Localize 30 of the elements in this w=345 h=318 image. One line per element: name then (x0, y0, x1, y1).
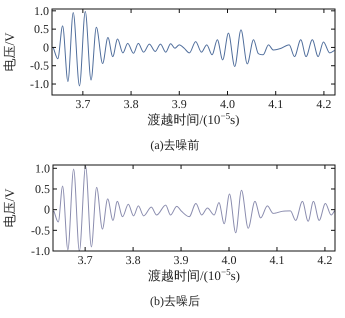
x-tick-label: 4.2 (317, 253, 332, 267)
y-tick-label: -0.5 (31, 223, 50, 238)
text: (a)去噪前 (150, 138, 200, 152)
x-tick-label: 4.2 (316, 97, 332, 111)
x-tick-label: 3.9 (174, 253, 189, 267)
x-tick-label: 3.7 (78, 253, 93, 267)
x-axis-title: 渡越时间/(10$^{−5}$s) (148, 267, 240, 283)
x-tick-label: 4.1 (269, 253, 284, 267)
x-tick-label: 4.0 (220, 97, 235, 111)
y-tick-label: 1.0 (34, 4, 49, 18)
y-tick-label: 0.5 (34, 22, 49, 36)
x-tick-label: 3.7 (75, 97, 90, 111)
x-tick-label: 3.8 (124, 97, 139, 111)
y-tick-label: -0.5 (30, 58, 49, 73)
line-series (52, 11, 335, 86)
x-tick-label: 3.9 (172, 97, 187, 111)
x-tick-label: 4.0 (222, 253, 237, 267)
y-tick-label: -1.0 (31, 244, 50, 258)
y-axis-title: 电压/V (2, 32, 17, 72)
x-tick-label: 4.1 (268, 97, 284, 111)
x-axis-title: 渡越时间/(10$^{−5}$s) (147, 111, 240, 127)
y-tick-label: -1.0 (30, 77, 49, 92)
y-tick-label: 0 (44, 202, 50, 217)
line-series (53, 166, 335, 251)
x-tick-label: 3.8 (126, 253, 141, 267)
y-tick-label: 0 (43, 40, 49, 54)
y-axis-title: 电压/V (2, 188, 17, 228)
y-tick-label: 0.5 (35, 182, 50, 196)
y-tick-label: 1.0 (35, 161, 50, 176)
text: (b)去噪后 (150, 294, 200, 308)
